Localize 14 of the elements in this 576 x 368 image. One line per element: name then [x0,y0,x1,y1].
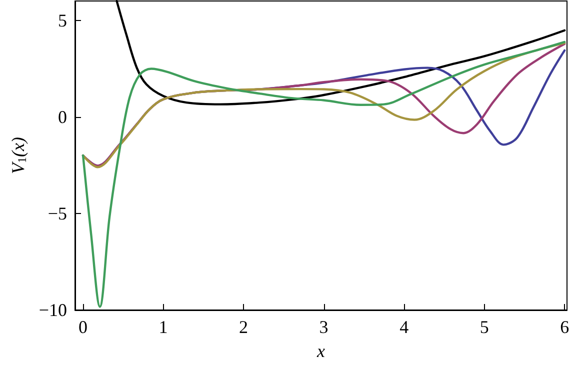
x-tick-label: 4 [400,317,409,337]
x-tick-label: 2 [239,317,248,337]
x-tick-label: 5 [480,317,489,337]
x-tick-label: 1 [158,317,168,337]
x-tick-label: 6 [560,317,570,337]
x-tick-label: 3 [319,317,328,337]
line-series [82,40,566,308]
y-tick-label: −5 [48,203,67,224]
x-tick-label: 0 [78,317,88,337]
y-tick-label: 0 [58,106,67,127]
x-axis-title: x [316,341,325,361]
y-axis-title: V1(x) [8,137,29,174]
y-tick-label: −10 [38,300,67,320]
y-tick-label: 5 [58,10,67,30]
